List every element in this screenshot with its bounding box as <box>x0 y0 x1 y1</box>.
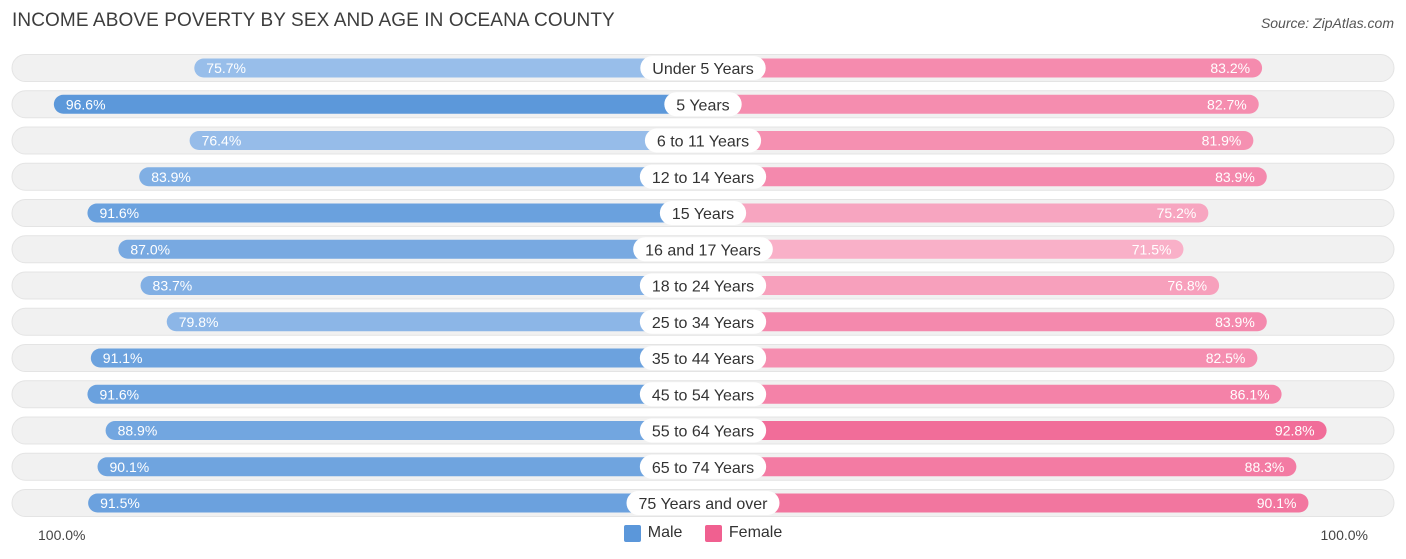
male-bar <box>118 239 704 259</box>
legend-label-female: Female <box>728 524 783 541</box>
female-value-label: 86.1% <box>1230 386 1270 402</box>
male-value-label: 75.7% <box>206 60 246 76</box>
category-pill <box>644 128 762 153</box>
male-bar <box>139 167 703 187</box>
female-bar <box>703 239 1184 259</box>
female-value-label: 83.9% <box>1215 314 1255 330</box>
female-bar <box>703 493 1309 513</box>
female-bar <box>703 348 1258 368</box>
male-value-label: 76.4% <box>202 133 242 149</box>
category-label: 35 to 44 Years <box>652 351 754 368</box>
category-label: 75 Years and over <box>639 496 769 513</box>
legend: Male Female <box>0 524 1406 547</box>
female-value-label: 83.9% <box>1215 169 1255 185</box>
female-value-label: 71.5% <box>1132 241 1172 257</box>
female-bar <box>703 276 1220 295</box>
axis-left-label: 100.0% <box>38 527 86 543</box>
category-label: Under 5 Years <box>652 61 753 78</box>
female-bar <box>703 312 1267 332</box>
female-value-label: 82.7% <box>1207 96 1247 112</box>
female-value-label: 82.5% <box>1206 350 1246 366</box>
male-bar <box>166 312 703 332</box>
legend-item-male[interactable]: Male <box>623 524 683 542</box>
category-pill <box>626 491 780 515</box>
category-pill <box>640 56 766 80</box>
category-label: 12 to 14 Years <box>652 170 754 187</box>
male-value-label: 91.6% <box>99 205 139 221</box>
legend-label-male: Male <box>647 524 683 541</box>
legend-swatch-female <box>704 524 722 542</box>
female-bar <box>703 421 1327 440</box>
category-pill <box>633 237 773 262</box>
male-bar <box>105 421 704 440</box>
category-label: 18 to 24 Years <box>652 279 754 296</box>
category-label: 15 Years <box>672 206 734 223</box>
female-bar <box>703 58 1263 78</box>
category-pill <box>639 164 767 189</box>
female-value-label: 76.8% <box>1167 278 1207 294</box>
male-value-label: 91.5% <box>100 495 140 511</box>
legend-swatch-male <box>623 524 641 542</box>
male-value-label: 88.9% <box>118 423 158 439</box>
category-pill <box>639 454 767 479</box>
category-label: 55 to 64 Years <box>652 424 754 441</box>
category-pill <box>639 273 767 298</box>
male-value-label: 91.6% <box>99 386 139 402</box>
category-pill <box>664 92 742 117</box>
category-label: 25 to 34 Years <box>652 315 754 332</box>
male-bar <box>87 203 703 223</box>
category-pill <box>659 201 747 225</box>
male-value-label: 87.0% <box>130 241 170 257</box>
category-label: 45 to 54 Years <box>652 387 754 404</box>
female-bar <box>703 384 1282 404</box>
male-bar <box>90 348 704 368</box>
male-value-label: 96.6% <box>66 96 106 112</box>
category-label: 6 to 11 Years <box>657 134 749 151</box>
category-pill <box>639 346 767 370</box>
female-bar <box>703 131 1254 150</box>
female-bar <box>703 457 1297 477</box>
male-bar <box>194 58 703 78</box>
female-value-label: 88.3% <box>1245 459 1285 475</box>
female-bar <box>703 203 1209 223</box>
male-value-label: 91.1% <box>103 350 143 366</box>
axis-right-label: 100.0% <box>1320 527 1368 543</box>
male-bar <box>189 131 704 150</box>
male-bar <box>88 493 704 513</box>
category-label: 16 and 17 Years <box>645 242 761 259</box>
source-note: Source: ZipAtlas.com <box>1260 15 1394 31</box>
female-bar <box>703 167 1267 187</box>
female-value-label: 83.2% <box>1210 60 1250 76</box>
female-value-label: 75.2% <box>1157 205 1197 221</box>
female-value-label: 92.8% <box>1275 423 1315 439</box>
male-value-label: 83.7% <box>153 278 193 294</box>
female-value-label: 90.1% <box>1257 495 1297 511</box>
category-pill <box>639 309 767 334</box>
male-value-label: 90.1% <box>110 459 150 475</box>
female-value-label: 81.9% <box>1202 133 1242 149</box>
male-bar <box>53 94 703 114</box>
male-bar <box>87 384 703 404</box>
legend-item-female[interactable]: Female <box>704 524 783 542</box>
category-label: 65 to 74 Years <box>652 460 754 477</box>
chart-title: INCOME ABOVE POVERTY BY SEX AND AGE IN O… <box>12 10 615 31</box>
category-pill <box>639 418 767 443</box>
male-value-label: 83.9% <box>151 169 191 185</box>
category-pill <box>639 382 767 407</box>
male-bar <box>140 276 703 295</box>
category-label: 5 Years <box>676 97 729 114</box>
male-value-label: 79.8% <box>179 314 219 330</box>
female-bar <box>703 94 1259 114</box>
male-bar <box>97 457 703 477</box>
